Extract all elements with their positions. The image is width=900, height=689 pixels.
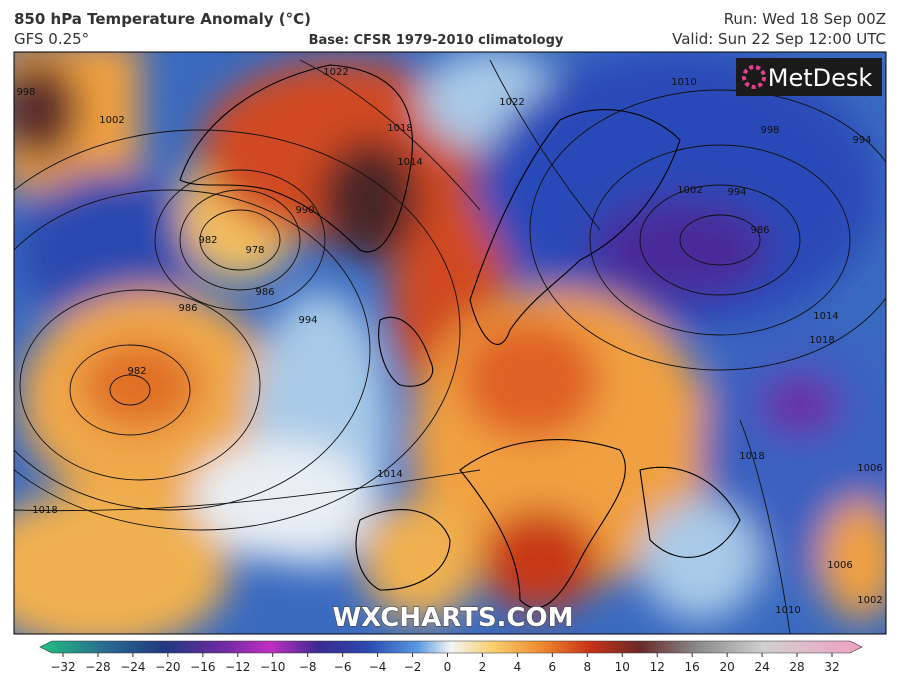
colorbar-ticks: −32 −28 −24 −20 −16 −12 −10 −8 −6 −4 −2 0 2 4 6 8 10 12 16… (50, 653, 840, 674)
logo: MetDesk (768, 64, 873, 92)
isobar-label: 1018 (387, 123, 412, 134)
colorbar-tick-label: −28 (85, 660, 110, 674)
isobar-label: 986 (178, 303, 197, 314)
isobar-labels: 1022 1018 1014 1002 998 990 982 978 986 994 986 982… (16, 67, 882, 616)
isobar-label: 1006 (857, 463, 882, 474)
isobar-label: 1002 (857, 595, 882, 606)
colorbar-tick-label: 12 (650, 660, 665, 674)
isobars (14, 59, 886, 634)
isobar-label: 1018 (739, 451, 764, 462)
colorbar-tick-label: 10 (615, 660, 630, 674)
colorbar-tick-label: −20 (155, 660, 180, 674)
colorbar-tick-label: 4 (514, 660, 522, 674)
map-frame (13, 51, 887, 635)
colorbar-tick-label: 16 (685, 660, 700, 674)
colorbar (39, 640, 863, 654)
colorbar-tick-label: 0 (444, 660, 452, 674)
isobar-label: 994 (298, 315, 317, 326)
colorbar-tick-label: −8 (299, 660, 317, 674)
colorbar-tick-label: 8 (583, 660, 591, 674)
colorbar-tick-label: 6 (549, 660, 557, 674)
valid: Valid: Sun 22 Sep 12:00 UTC (672, 30, 886, 48)
isobar-label: 998 (16, 87, 35, 98)
logo-box (736, 58, 882, 96)
isobar-label: 1010 (775, 605, 800, 616)
coastlines (179, 64, 741, 609)
base: Base: CFSR 1979-2010 climatology (309, 33, 564, 48)
colorbar-tick-label: −6 (334, 660, 352, 674)
isobar-label: 1002 (99, 115, 124, 126)
isobar-label: 1014 (813, 311, 838, 322)
colorbar-tick-label: 2 (479, 660, 487, 674)
isobar-label: 986 (750, 225, 769, 236)
colorbar-tick-label: −10 (260, 660, 285, 674)
anomaly-field (14, 52, 886, 634)
isobar-label: 1014 (377, 469, 402, 480)
watermark: WXCHARTS.COM (332, 603, 573, 633)
logo-icon (742, 65, 766, 89)
isobar-label: 998 (760, 125, 779, 136)
colorbar-tick-label: −4 (369, 660, 387, 674)
isobar-label: 982 (198, 235, 217, 246)
isobar-label: 990 (295, 205, 314, 216)
colorbar-tick-label: −24 (120, 660, 145, 674)
colorbar-tick-label: 20 (719, 660, 734, 674)
model: GFS 0.25° (14, 30, 89, 48)
isobar-label: 1006 (827, 560, 852, 571)
colorbar-tick-label: 24 (754, 660, 769, 674)
isobar-label: 986 (255, 287, 274, 298)
isobar-label: 994 (727, 187, 746, 198)
isobar-label: 1018 (32, 505, 57, 516)
colorbar-tick-label: 28 (789, 660, 804, 674)
colorbar-tick-label: −2 (404, 660, 422, 674)
isobar-label: 1010 (671, 77, 696, 88)
isobar-label: 1022 (499, 97, 524, 108)
colorbar-tick-label: −16 (190, 660, 215, 674)
isobar-label: 978 (245, 245, 264, 256)
colorbar-tick-label: 32 (824, 660, 839, 674)
run: Run: Wed 18 Sep 00Z (724, 10, 886, 28)
colorbar-tick-label: −12 (225, 660, 250, 674)
isobar-label: 994 (852, 135, 871, 146)
colorbar-tick-label: −32 (50, 660, 75, 674)
map: 1022 1018 1014 1002 998 990 982 978 986 994 986 982… (14, 52, 886, 634)
isobar-label: 1022 (323, 67, 348, 78)
isobar-label: 1014 (397, 157, 422, 168)
isobar-label: 1002 (677, 185, 702, 196)
title: 850 hPa Temperature Anomaly (°C) (14, 10, 311, 28)
isobar-label: 982 (127, 366, 146, 377)
isobar-label: 1018 (809, 335, 834, 346)
